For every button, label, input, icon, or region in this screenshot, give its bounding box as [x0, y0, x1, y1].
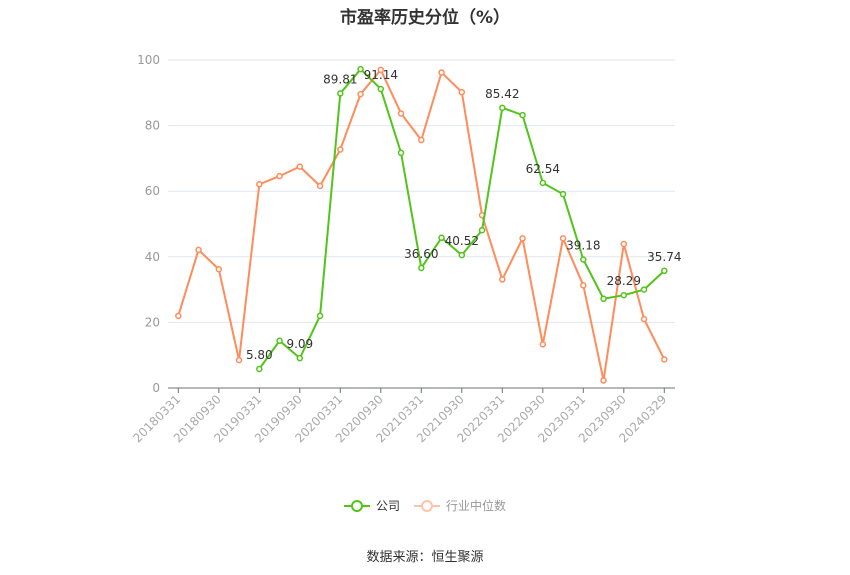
data-point[interactable] — [478, 226, 486, 234]
y-tick-label: 100 — [137, 53, 160, 67]
data-point[interactable] — [256, 365, 263, 373]
data-label: 85.42 — [485, 87, 519, 101]
data-point[interactable] — [377, 66, 385, 74]
data-point[interactable] — [438, 234, 445, 242]
data-label: 62.54 — [526, 162, 560, 176]
y-tick-label: 0 — [152, 381, 160, 395]
data-point[interactable] — [539, 179, 547, 187]
data-point[interactable] — [276, 172, 283, 180]
data-point[interactable] — [397, 110, 405, 117]
data-point[interactable] — [620, 240, 628, 248]
data-point[interactable] — [418, 264, 425, 272]
data-point[interactable] — [559, 190, 567, 198]
data-label: 5.80 — [246, 348, 273, 362]
legend-line-marker-icon — [343, 499, 370, 513]
data-point[interactable] — [661, 267, 668, 275]
data-point[interactable] — [661, 356, 668, 363]
data-point[interactable] — [195, 246, 202, 254]
data-point[interactable] — [276, 337, 283, 345]
data-point[interactable] — [559, 235, 567, 242]
data-point[interactable] — [357, 65, 364, 73]
legend: 公司 行业中位数 — [0, 497, 850, 514]
data-point[interactable] — [296, 354, 304, 362]
data-point[interactable] — [620, 291, 628, 299]
data-point[interactable] — [215, 266, 223, 273]
data-point[interactable] — [296, 163, 304, 170]
data-labels: 5.80 9.09 89.81 91.14 36.60 40.52 85.42 62.54 39… — [246, 68, 682, 362]
y-tick-label: 20 — [145, 315, 160, 329]
data-point[interactable] — [640, 315, 648, 323]
data-label: 36.60 — [404, 247, 438, 261]
chart-title: 市盈率历史分位（%） — [339, 8, 511, 28]
legend-label: 行业中位数 — [446, 499, 507, 513]
data-point[interactable] — [357, 90, 364, 98]
data-point[interactable] — [600, 295, 607, 303]
company-line — [258, 67, 665, 370]
industry-median-line — [177, 67, 666, 381]
data-label: 40.52 — [445, 234, 479, 248]
y-tick-label: 60 — [145, 184, 160, 198]
legend-item-industry-median[interactable]: 行业中位数 — [414, 497, 506, 514]
x-axis: 2018033120180930201903312019093020200331… — [130, 387, 675, 445]
data-point[interactable] — [438, 69, 445, 76]
data-point[interactable] — [316, 182, 324, 190]
series-lines — [175, 65, 668, 384]
data-point[interactable] — [316, 312, 324, 320]
y-tick-label: 80 — [145, 119, 160, 133]
data-point[interactable] — [580, 282, 587, 289]
data-label: 39.18 — [566, 238, 600, 252]
data-point[interactable] — [337, 146, 344, 153]
data-point[interactable] — [337, 90, 344, 97]
data-point[interactable] — [640, 286, 648, 293]
data-point[interactable] — [175, 312, 182, 320]
data-point[interactable] — [377, 85, 385, 93]
grid-lines — [168, 59, 675, 323]
legend-label: 公司 — [375, 499, 400, 513]
data-point[interactable] — [600, 377, 607, 384]
legend-item-company[interactable]: 公司 — [343, 497, 400, 514]
data-point[interactable] — [539, 341, 547, 348]
data-label: 28.29 — [607, 274, 641, 288]
data-label: 35.74 — [647, 250, 681, 264]
data-point[interactable] — [499, 104, 506, 112]
data-point[interactable] — [256, 181, 263, 188]
data-point[interactable] — [519, 235, 526, 242]
data-source: 数据来源：恒生聚源 — [366, 550, 484, 565]
y-tick-label: 40 — [145, 250, 160, 264]
data-label: 9.09 — [286, 337, 313, 351]
data-point[interactable] — [397, 149, 405, 157]
data-label: 89.81 — [323, 72, 357, 86]
data-point[interactable] — [235, 356, 243, 364]
data-point[interactable] — [499, 276, 506, 283]
data-point[interactable] — [458, 251, 466, 259]
data-point[interactable] — [458, 88, 466, 96]
data-point[interactable] — [519, 111, 526, 119]
data-point[interactable] — [418, 136, 425, 144]
legend-line-marker-icon — [414, 499, 440, 513]
data-label: 91.14 — [364, 68, 398, 82]
y-axis: 0 20 40 60 80 100 — [137, 53, 160, 395]
data-point[interactable] — [580, 256, 587, 263]
